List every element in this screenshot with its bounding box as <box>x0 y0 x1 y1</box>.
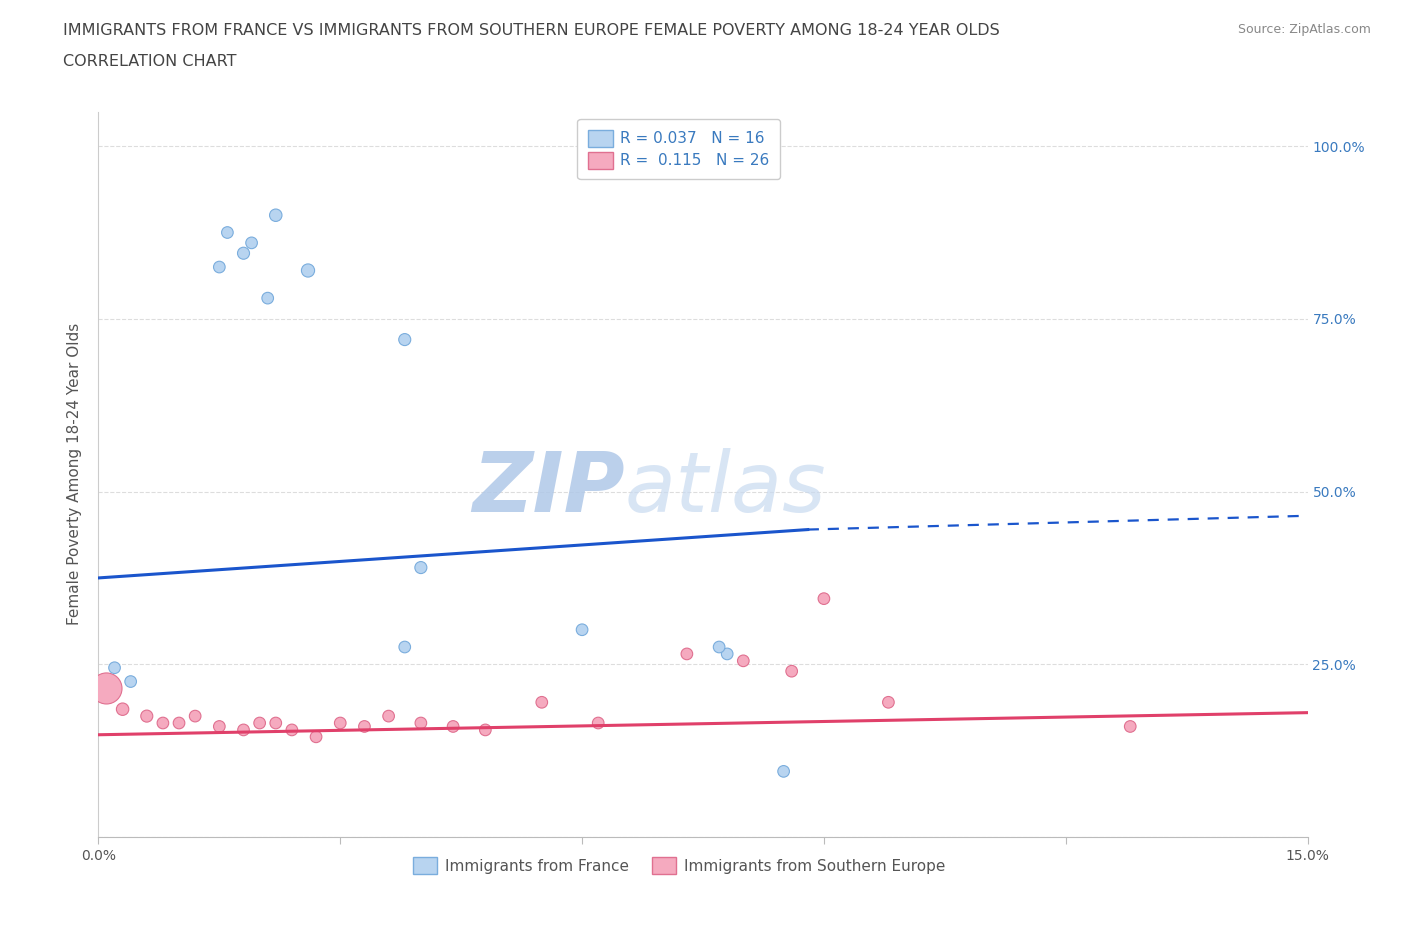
Point <box>103 660 125 675</box>
Point <box>394 640 416 655</box>
Point <box>217 225 239 240</box>
Point <box>281 723 304 737</box>
Point <box>716 646 738 661</box>
Point <box>772 764 794 778</box>
Point <box>707 640 730 655</box>
Y-axis label: Female Poverty Among 18-24 Year Olds: Female Poverty Among 18-24 Year Olds <box>67 324 83 626</box>
Point <box>409 560 432 575</box>
Point <box>208 259 231 274</box>
Point <box>329 715 352 730</box>
Text: ZIP: ZIP <box>472 448 624 529</box>
Point <box>152 715 174 730</box>
Point <box>676 646 699 661</box>
Text: Source: ZipAtlas.com: Source: ZipAtlas.com <box>1237 23 1371 36</box>
Point <box>167 715 190 730</box>
Point <box>264 207 287 222</box>
Point <box>232 723 254 737</box>
Point <box>232 246 254 260</box>
Point <box>208 719 231 734</box>
Point <box>135 709 157 724</box>
Point <box>111 702 134 717</box>
Point <box>877 695 900 710</box>
Point <box>571 622 593 637</box>
Point <box>305 729 328 744</box>
Point <box>780 664 803 679</box>
Point <box>249 715 271 730</box>
Text: atlas: atlas <box>624 448 827 529</box>
Point <box>394 332 416 347</box>
Point <box>264 715 287 730</box>
Point <box>96 681 118 696</box>
Point <box>297 263 319 278</box>
Point <box>377 709 399 724</box>
Point <box>256 291 278 306</box>
Point <box>184 709 207 724</box>
Point <box>474 723 496 737</box>
Point <box>353 719 375 734</box>
Point <box>733 654 755 669</box>
Legend: Immigrants from France, Immigrants from Southern Europe: Immigrants from France, Immigrants from … <box>406 851 950 880</box>
Point <box>441 719 464 734</box>
Text: IMMIGRANTS FROM FRANCE VS IMMIGRANTS FROM SOUTHERN EUROPE FEMALE POVERTY AMONG 1: IMMIGRANTS FROM FRANCE VS IMMIGRANTS FRO… <box>63 23 1000 38</box>
Text: CORRELATION CHART: CORRELATION CHART <box>63 54 236 69</box>
Point <box>240 235 263 250</box>
Point <box>530 695 553 710</box>
Point <box>120 674 142 689</box>
Point <box>813 591 835 606</box>
Point <box>586 715 609 730</box>
Point <box>409 715 432 730</box>
Point <box>1119 719 1142 734</box>
